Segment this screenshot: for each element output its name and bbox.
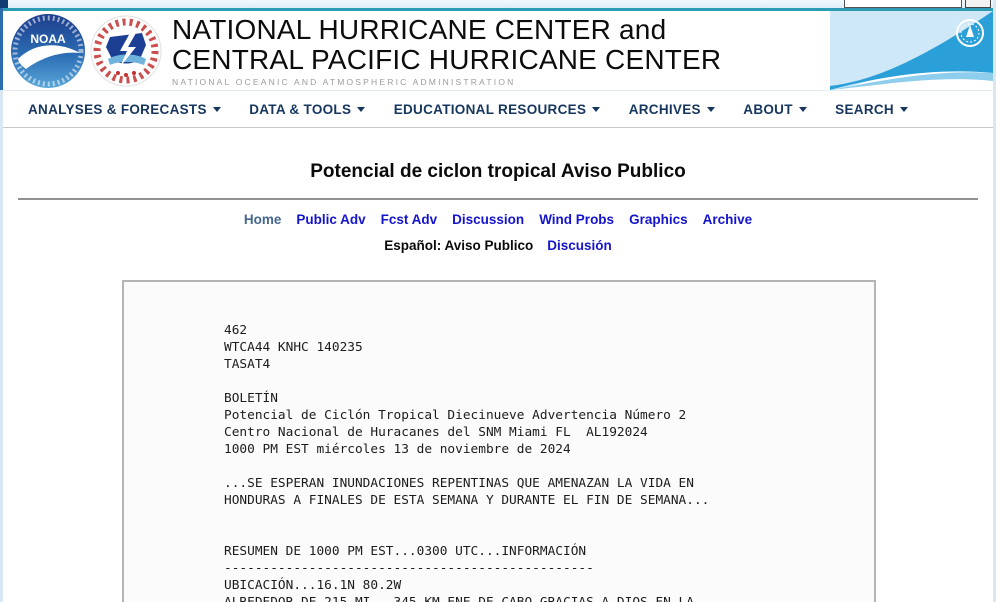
site-title-line2: CENTRAL PACIFIC HURRICANE CENTER (172, 43, 722, 75)
page-right-edge (993, 0, 996, 602)
top-search-bar (0, 0, 996, 8)
advisory-text: 462 WTCA44 KNHC 140235 TASAT4 BOLETÍN Po… (224, 323, 710, 602)
advisory-links: Home Public Adv Fcst Adv Discussion Wind… (0, 212, 996, 227)
link-discusion[interactable]: Discusión (547, 238, 612, 253)
title-divider (18, 198, 978, 200)
header-bottom-line (0, 90, 996, 91)
header-left-edge (0, 8, 3, 90)
link-home[interactable]: Home (243, 212, 282, 227)
nav-educational-resources[interactable]: EDUCATIONAL RESOURCES (394, 102, 601, 117)
nav-label: EDUCATIONAL RESOURCES (393, 101, 587, 117)
spanish-label: Español: Aviso Publico (384, 238, 534, 253)
chevron-down-icon (592, 106, 601, 112)
nav-label: ABOUT (743, 101, 793, 117)
main-nav: ANALYSES & FORECASTS DATA & TOOLS EDUCAT… (0, 91, 996, 128)
noaa-logo-text: NOAA (30, 32, 66, 46)
page-title: Potencial de ciclon tropical Aviso Publi… (310, 161, 686, 182)
link-archive[interactable]: Archive (702, 212, 753, 227)
advisory-text-box: 462 WTCA44 KNHC 140235 TASAT4 BOLETÍN Po… (122, 280, 876, 602)
nav-data-tools[interactable]: DATA & TOOLS (249, 101, 366, 117)
top-left-corner-block (0, 0, 8, 8)
chevron-down-icon (357, 106, 366, 112)
site-subtitle: NATIONAL OCEANIC AND ATMOSPHERIC ADMINIS… (172, 76, 516, 87)
header-swoosh-graphic (830, 11, 993, 90)
chevron-down-icon (899, 106, 908, 112)
nav-label: ARCHIVES (628, 101, 701, 117)
site-header: NOAA NATIONAL HURRICANE CENTER and CENTR… (0, 11, 996, 90)
link-public-adv[interactable]: Public Adv (296, 212, 366, 227)
chevron-down-icon (706, 106, 715, 112)
nav-label: DATA & TOOLS (249, 101, 352, 117)
spanish-links: Español: Aviso Publico Discusión (0, 238, 996, 253)
teal-divider (0, 8, 996, 11)
chevron-down-icon (212, 106, 221, 112)
nav-about[interactable]: ABOUT (743, 102, 807, 117)
nav-label: SEARCH (835, 101, 894, 117)
search-input[interactable] (844, 0, 962, 8)
link-discussion[interactable]: Discussion (452, 212, 525, 227)
link-fcst-adv[interactable]: Fcst Adv (380, 212, 438, 227)
search-go-button[interactable] (965, 0, 991, 8)
site-title-line1: NATIONAL HURRICANE CENTER and (172, 13, 667, 45)
nav-analyses-forecasts[interactable]: ANALYSES & FORECASTS (28, 102, 221, 117)
nav-search[interactable]: SEARCH (835, 102, 908, 117)
chevron-down-icon (798, 106, 807, 112)
nav-archives[interactable]: ARCHIVES (629, 102, 715, 117)
commerce-seal-icon (956, 19, 984, 47)
page-left-edge (0, 0, 3, 602)
link-graphics[interactable]: Graphics (629, 212, 688, 227)
noaa-logo: NOAA (10, 13, 86, 89)
link-wind-probs[interactable]: Wind Probs (539, 212, 615, 227)
nws-logo (90, 15, 162, 87)
nav-label: ANALYSES & FORECASTS (28, 101, 207, 117)
